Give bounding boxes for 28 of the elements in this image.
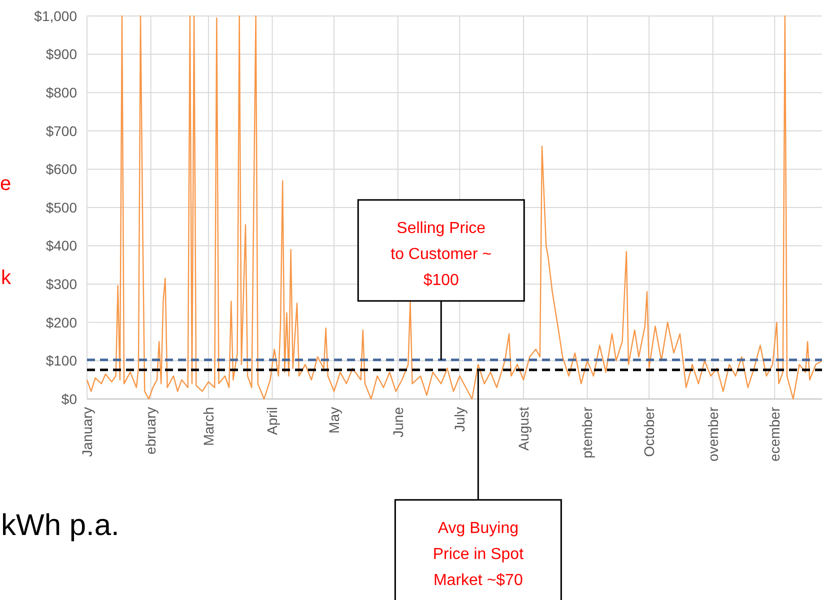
x-tick-label: ebruary (142, 407, 159, 454)
y-tick-label: $700 (46, 122, 78, 139)
x-tick-label: June (390, 406, 406, 438)
x-tick-label: ecember (766, 406, 783, 462)
x-tick-label: July (452, 407, 468, 432)
x-tick-label: ptember (579, 406, 596, 458)
annotation: Avg Buying Price in Spot Market ~$70 (432, 520, 524, 589)
x-tick-label: March (200, 407, 216, 446)
y-tick-label: $200 (46, 314, 78, 330)
y-tick-label: $800 (46, 84, 78, 100)
x-tick-label: May (326, 407, 342, 434)
x-tick-label: October (640, 406, 657, 457)
x-tick-label: January (78, 407, 95, 457)
y-tick-label: $400 (46, 238, 78, 254)
y-tick-label: $300 (46, 276, 78, 292)
x-tick-label: ovember (704, 406, 721, 462)
y-tick-label: $100 (46, 352, 78, 369)
y-tick-label: $500 (46, 199, 78, 216)
text: k (1, 267, 12, 289)
y-tick-label: $0 (61, 390, 78, 407)
y-tick-label: $600 (46, 161, 78, 178)
annotation: Selling Price to Customer ~ $100 (390, 220, 492, 289)
y-tick-label: $900 (46, 46, 78, 62)
y-tick-label: $1,000 (34, 8, 78, 24)
text: kWh p.a. (1, 509, 120, 542)
text: e (0, 173, 12, 195)
x-tick-label: April (264, 407, 280, 436)
x-tick-label: August (515, 406, 532, 451)
